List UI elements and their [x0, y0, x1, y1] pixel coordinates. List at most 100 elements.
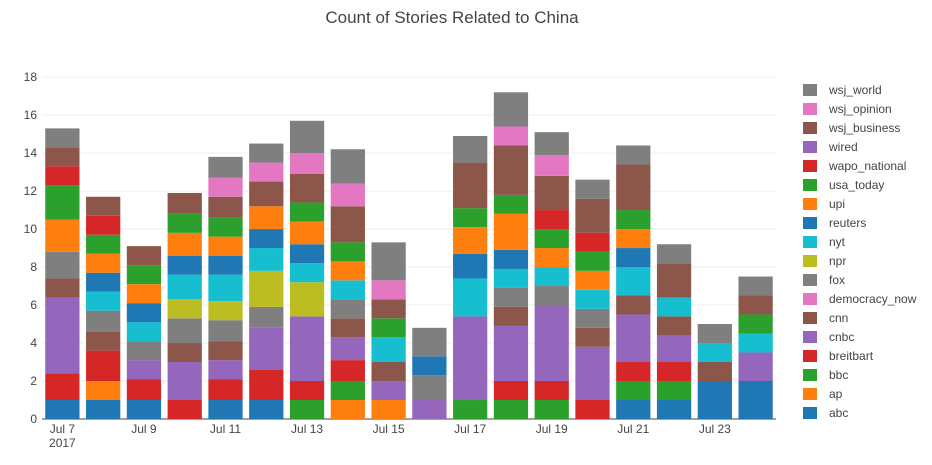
bar-segment-cnbc[interactable] — [493, 325, 529, 382]
bar-segment-fox[interactable] — [45, 251, 80, 279]
bar-segment-wsj_opinion[interactable] — [371, 280, 406, 300]
bar-segment-npr[interactable] — [249, 270, 284, 307]
bar-segment-wsj_business[interactable] — [616, 164, 651, 211]
bar-segment-usa_today[interactable] — [575, 251, 610, 271]
bar-segment-breitbart[interactable] — [86, 350, 121, 382]
bar-segment-reuters[interactable] — [453, 253, 488, 279]
legend-item-bbc[interactable]: bbc — [803, 368, 848, 382]
bar-segment-usa_today[interactable] — [167, 213, 202, 233]
bar-segment-usa_today[interactable] — [371, 318, 406, 338]
bar-segment-bbc[interactable] — [493, 400, 529, 419]
bar-segment-breitbart[interactable] — [656, 362, 692, 382]
bar-segment-wsj_business[interactable] — [453, 162, 488, 209]
bar-segment-bbc[interactable] — [330, 381, 365, 401]
bar-segment-upi[interactable] — [126, 284, 162, 304]
bar-segment-breitbart[interactable] — [208, 379, 243, 401]
bar-segment-nyt[interactable] — [493, 268, 529, 288]
bar-segment-wsj_opinion[interactable] — [330, 183, 365, 207]
bar-segment-bbc[interactable] — [534, 400, 569, 419]
legend-item-cnbc[interactable]: cnbc — [803, 330, 854, 344]
bar-segment-nyt[interactable] — [167, 274, 202, 300]
bar-segment-wsj_opinion[interactable] — [289, 153, 325, 174]
bar-segment-reuters[interactable] — [412, 356, 447, 376]
bar-segment-nyt[interactable] — [208, 274, 243, 302]
bar-segment-nyt[interactable] — [534, 267, 569, 287]
bar-segment-cnbc[interactable] — [45, 297, 80, 374]
legend-item-democracy_now[interactable]: democracy_now — [803, 292, 917, 306]
bar-segment-abc[interactable] — [249, 400, 284, 419]
bar-segment-cnbc[interactable] — [126, 360, 162, 380]
bar-segment-wsj_business[interactable] — [249, 181, 284, 207]
bar-segment-reuters[interactable] — [86, 272, 121, 292]
bar-segment-wsj_business[interactable] — [534, 175, 569, 211]
legend-item-nyt[interactable]: nyt — [803, 235, 846, 249]
bar-segment-cnbc[interactable] — [453, 316, 488, 401]
bar-segment-fox[interactable] — [330, 299, 365, 319]
bar-segment-wsj_business[interactable] — [738, 295, 773, 315]
bar-segment-npr[interactable] — [289, 282, 325, 317]
legend-item-ap[interactable]: ap — [803, 387, 843, 401]
legend-item-breitbart[interactable]: breitbart — [803, 349, 874, 363]
bar-segment-fox[interactable] — [412, 375, 447, 401]
bar-segment-wsj_business[interactable] — [126, 246, 162, 266]
bar-segment-ap[interactable] — [86, 381, 121, 401]
bar-segment-breitbart[interactable] — [167, 400, 202, 419]
legend-item-upi[interactable]: upi — [803, 197, 845, 211]
bar-segment-abc[interactable] — [656, 400, 692, 419]
bar-segment-wsj_opinion[interactable] — [249, 162, 284, 182]
bar-segment-breitbart[interactable] — [289, 381, 325, 401]
bar-segment-usa_today[interactable] — [616, 210, 651, 230]
bar-segment-wsj_business[interactable] — [575, 198, 610, 233]
bar-segment-upi[interactable] — [289, 221, 325, 245]
bar-segment-wsj_world[interactable] — [534, 132, 569, 155]
bar-segment-wsj_business[interactable] — [656, 263, 692, 298]
legend-item-abc[interactable]: abc — [803, 406, 848, 420]
bar-segment-wsj_world[interactable] — [453, 135, 488, 163]
bar-segment-abc[interactable] — [616, 400, 651, 419]
bar-segment-fox[interactable] — [208, 320, 243, 342]
bar-segment-wapo_national[interactable] — [575, 232, 610, 252]
bar-segment-npr[interactable] — [208, 301, 243, 321]
bar-segment-nyt[interactable] — [249, 248, 284, 271]
bar-segment-bbc[interactable] — [616, 381, 651, 401]
bar-segment-wsj_world[interactable] — [208, 156, 243, 178]
bar-segment-wsj_business[interactable] — [289, 173, 325, 203]
bar-segment-wapo_national[interactable] — [534, 210, 569, 230]
bar-segment-nyt[interactable] — [330, 280, 365, 300]
bar-segment-upi[interactable] — [534, 248, 569, 268]
bar-segment-wsj_world[interactable] — [330, 149, 365, 184]
bar-segment-wsj_world[interactable] — [656, 244, 692, 264]
bar-segment-nyt[interactable] — [371, 337, 406, 363]
bar-segment-cnbc[interactable] — [738, 352, 773, 382]
bar-segment-wsj_world[interactable] — [412, 327, 447, 357]
bar-segment-cnbc[interactable] — [616, 314, 651, 363]
bar-segment-wsj_opinion[interactable] — [534, 154, 569, 176]
bar-segment-cnn[interactable] — [575, 327, 610, 347]
bar-segment-usa_today[interactable] — [738, 314, 773, 334]
bar-segment-cnn[interactable] — [86, 331, 121, 351]
bar-segment-ap[interactable] — [330, 400, 365, 419]
bar-segment-reuters[interactable] — [289, 244, 325, 264]
bar-segment-wsj_world[interactable] — [616, 145, 651, 165]
bar-segment-fox[interactable] — [167, 318, 202, 344]
bar-segment-abc[interactable] — [126, 400, 162, 419]
bar-segment-cnbc[interactable] — [167, 362, 202, 401]
bar-segment-upi[interactable] — [167, 232, 202, 256]
bar-segment-nyt[interactable] — [656, 297, 692, 317]
bar-segment-wsj_opinion[interactable] — [208, 177, 243, 197]
bar-segment-breitbart[interactable] — [493, 381, 529, 401]
bar-segment-fox[interactable] — [126, 341, 162, 361]
bar-segment-cnbc[interactable] — [371, 381, 406, 401]
bar-segment-reuters[interactable] — [616, 248, 651, 268]
bar-segment-cnbc[interactable] — [575, 346, 610, 401]
bar-segment-breitbart[interactable] — [575, 400, 610, 419]
bar-segment-usa_today[interactable] — [208, 217, 243, 237]
bar-segment-reuters[interactable] — [126, 303, 162, 323]
bar-segment-cnn[interactable] — [45, 278, 80, 298]
legend-item-cnn[interactable]: cnn — [803, 311, 848, 325]
bar-segment-breitbart[interactable] — [616, 362, 651, 382]
bar-segment-abc[interactable] — [45, 400, 80, 419]
bar-segment-wsj_business[interactable] — [45, 147, 80, 167]
bar-segment-usa_today[interactable] — [493, 194, 529, 214]
